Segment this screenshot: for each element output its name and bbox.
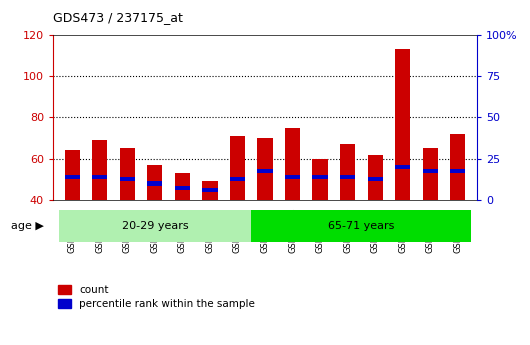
Bar xyxy=(120,148,135,200)
Bar xyxy=(450,134,465,200)
Bar xyxy=(340,175,355,179)
Bar xyxy=(58,210,251,241)
Bar xyxy=(313,159,328,200)
Bar xyxy=(285,175,300,179)
Text: age ▶: age ▶ xyxy=(11,221,43,231)
Bar xyxy=(340,144,355,200)
Bar xyxy=(395,165,410,169)
Bar xyxy=(285,128,300,200)
Bar xyxy=(147,165,162,200)
Bar xyxy=(258,138,272,200)
Bar xyxy=(175,173,190,200)
Bar xyxy=(313,175,328,179)
Text: 65-71 years: 65-71 years xyxy=(328,221,394,231)
Bar xyxy=(251,210,472,241)
Bar xyxy=(65,175,80,179)
Bar xyxy=(92,175,108,179)
Bar xyxy=(120,177,135,181)
Legend: count, percentile rank within the sample: count, percentile rank within the sample xyxy=(58,285,255,309)
Text: GDS473 / 237175_at: GDS473 / 237175_at xyxy=(53,11,183,24)
Bar xyxy=(395,49,410,200)
Bar xyxy=(230,136,245,200)
Bar xyxy=(202,188,217,192)
Bar xyxy=(175,186,190,190)
Bar xyxy=(92,140,108,200)
Bar xyxy=(422,148,438,200)
Bar xyxy=(258,169,272,173)
Text: 20-29 years: 20-29 years xyxy=(121,221,188,231)
Bar xyxy=(147,181,162,186)
Bar xyxy=(368,155,383,200)
Bar xyxy=(230,177,245,181)
Bar xyxy=(65,150,80,200)
Bar xyxy=(368,177,383,181)
Bar xyxy=(422,169,438,173)
Bar xyxy=(450,169,465,173)
Bar xyxy=(202,181,217,200)
